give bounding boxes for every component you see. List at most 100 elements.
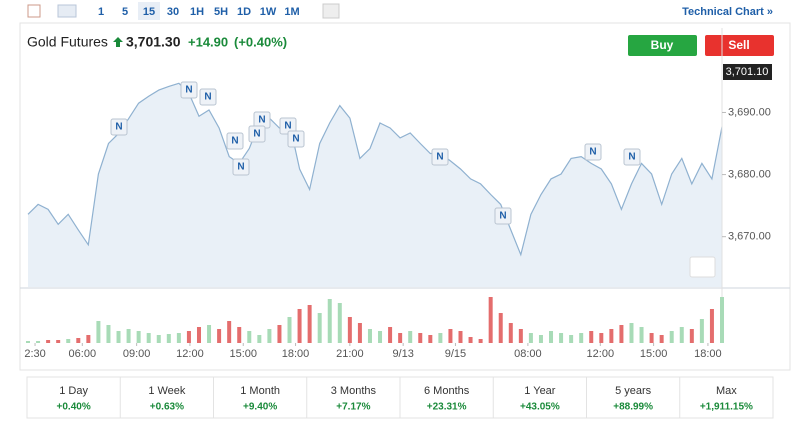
volume-bar — [287, 317, 292, 343]
x-tick-label: 15:00 — [640, 348, 668, 360]
zoom-box[interactable] — [689, 256, 716, 278]
interval-button[interactable]: 1D — [237, 6, 251, 18]
news-marker-label[interactable]: N — [253, 129, 260, 140]
up-arrow — [113, 37, 123, 47]
interval-button[interactable]: 15 — [143, 6, 155, 18]
interval-button[interactable]: 1W — [260, 6, 277, 18]
volume-bar — [66, 339, 71, 343]
news-marker-label[interactable]: N — [292, 134, 299, 145]
sell-label[interactable]: Sell — [728, 38, 749, 52]
news-marker[interactable] — [494, 207, 512, 225]
volume-bar — [56, 340, 61, 343]
news-marker-label[interactable]: N — [499, 211, 506, 222]
volume-bar — [498, 313, 503, 343]
interval-button[interactable]: 30 — [167, 6, 179, 18]
volume-bar — [166, 334, 171, 343]
news-marker-label[interactable]: N — [231, 136, 238, 147]
performance-period[interactable]: 1 Week — [148, 385, 186, 397]
volume-bar — [589, 331, 594, 343]
performance-period[interactable]: 5 years — [615, 385, 652, 397]
performance-change: +43.05% — [520, 402, 560, 413]
y-tick-label: 3,670.00 — [728, 231, 771, 243]
news-marker[interactable] — [180, 81, 198, 99]
x-tick-label: 09:00 — [123, 348, 151, 360]
news-marker[interactable] — [226, 132, 244, 150]
news-marker-label[interactable]: N — [436, 152, 443, 163]
volume-bar — [86, 335, 91, 343]
performance-change: +7.17% — [336, 402, 370, 413]
x-tick-label: 2:30 — [24, 348, 45, 360]
buy-button[interactable] — [628, 35, 697, 56]
performance-period[interactable]: 1 Month — [240, 385, 280, 397]
interval-button[interactable]: 5 — [122, 6, 128, 18]
news-marker[interactable] — [623, 148, 641, 166]
interval-button[interactable]: 5H — [214, 6, 228, 18]
instrument-name: Gold Futures — [27, 34, 108, 50]
performance-period[interactable]: 6 Months — [424, 385, 470, 397]
news-marker-label[interactable]: N — [628, 152, 635, 163]
news-marker[interactable] — [199, 88, 217, 106]
price-change-pct: (+0.40%) — [234, 34, 287, 49]
interval-button[interactable]: 1H — [190, 6, 204, 18]
interval-button[interactable]: 1 — [98, 6, 104, 18]
volume-bar — [146, 333, 151, 343]
volume-bar — [438, 333, 443, 343]
volume-bar — [357, 323, 362, 343]
volume-bar — [196, 327, 201, 343]
news-marker[interactable] — [110, 118, 128, 136]
news-marker-label[interactable]: N — [589, 147, 596, 158]
volume-bar — [76, 338, 81, 343]
x-tick-label: 18:00 — [282, 348, 310, 360]
x-tick-label: 9/15 — [445, 348, 466, 360]
candle-icon[interactable] — [27, 4, 41, 18]
volume-bar — [367, 329, 372, 343]
area-icon[interactable] — [57, 4, 77, 18]
volume-bar — [689, 329, 694, 343]
volume-bar — [528, 333, 533, 343]
performance-period[interactable]: 1 Day — [59, 385, 88, 397]
volume-bar — [639, 327, 644, 343]
volume-bar — [257, 335, 262, 343]
volume-bar — [679, 327, 684, 343]
volume-bar — [508, 323, 513, 343]
volume-bar — [669, 331, 674, 343]
volume-bar — [709, 309, 714, 343]
news-marker[interactable] — [584, 143, 602, 161]
news-marker[interactable] — [248, 125, 266, 143]
volume-bar — [629, 323, 634, 343]
volume-bar — [388, 327, 393, 343]
last-price-label: 3,701.10 — [726, 66, 769, 78]
performance-change: +0.40% — [57, 402, 91, 413]
volume-bar — [267, 329, 272, 343]
technical-chart-link[interactable]: Technical Chart » — [682, 6, 773, 18]
calendar-icon[interactable] — [322, 3, 340, 19]
y-tick-label: 3,680.00 — [728, 168, 771, 180]
y-tick-label: 3,690.00 — [728, 106, 771, 118]
x-tick-label: 08:00 — [514, 348, 542, 360]
interval-button[interactable]: 1M — [284, 6, 299, 18]
volume-bar — [317, 313, 322, 343]
performance-change: +23.31% — [427, 402, 467, 413]
news-marker[interactable] — [232, 158, 250, 176]
news-marker-label[interactable]: N — [185, 85, 192, 96]
news-marker-label[interactable]: N — [258, 115, 265, 126]
volume-bar — [136, 331, 141, 343]
performance-change: +1,911.15% — [700, 402, 753, 413]
volume-bar — [569, 335, 574, 343]
news-marker[interactable] — [287, 130, 305, 148]
volume-bar — [448, 329, 453, 343]
volume-bar — [649, 333, 654, 343]
news-marker[interactable] — [431, 148, 449, 166]
news-marker-label[interactable]: N — [204, 92, 211, 103]
chart-panel — [19, 22, 791, 371]
performance-period[interactable]: 3 Months — [331, 385, 377, 397]
news-marker-label[interactable]: N — [115, 122, 122, 133]
volume-bar — [408, 331, 413, 343]
news-marker-label[interactable]: N — [237, 162, 244, 173]
performance-period[interactable]: Max — [716, 385, 737, 397]
buy-label[interactable]: Buy — [651, 38, 674, 52]
news-marker-label[interactable]: N — [284, 121, 291, 132]
performance-period[interactable]: 1 Year — [524, 385, 556, 397]
x-tick-label: 9/13 — [392, 348, 413, 360]
